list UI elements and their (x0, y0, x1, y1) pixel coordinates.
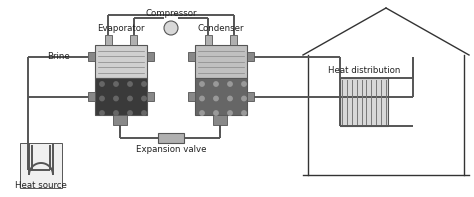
Circle shape (114, 111, 118, 115)
Bar (205, 35, 212, 45)
Circle shape (142, 96, 146, 101)
Bar (113, 115, 127, 125)
Text: Heat distribution: Heat distribution (328, 66, 400, 75)
Circle shape (242, 96, 246, 101)
Text: Evaporator: Evaporator (97, 24, 145, 33)
Bar (95, 45, 147, 78)
Circle shape (114, 82, 118, 86)
Circle shape (214, 96, 218, 101)
Bar (230, 35, 237, 45)
Circle shape (128, 96, 132, 101)
Bar (247, 92, 254, 101)
Circle shape (200, 111, 204, 115)
Circle shape (200, 82, 204, 86)
Circle shape (100, 96, 104, 101)
Bar (158, 133, 184, 143)
Bar (147, 92, 154, 101)
Circle shape (214, 82, 218, 86)
Circle shape (228, 96, 232, 101)
Circle shape (242, 111, 246, 115)
Text: Compressor: Compressor (145, 9, 197, 18)
Text: Condenser: Condenser (198, 24, 244, 33)
Text: Brine: Brine (47, 52, 70, 61)
Circle shape (200, 96, 204, 101)
Bar (188, 52, 195, 61)
Circle shape (128, 111, 132, 115)
Bar (88, 92, 95, 101)
Circle shape (142, 111, 146, 115)
Circle shape (142, 82, 146, 86)
Bar (88, 52, 95, 61)
Bar (95, 78, 147, 115)
Circle shape (214, 111, 218, 115)
Bar (20, 143, 62, 188)
Circle shape (128, 82, 132, 86)
Bar (130, 35, 137, 45)
Bar (247, 52, 254, 61)
Circle shape (228, 82, 232, 86)
Text: Expansion valve: Expansion valve (136, 145, 206, 154)
Bar (105, 35, 112, 45)
Bar (147, 52, 154, 61)
Circle shape (100, 82, 104, 86)
Circle shape (228, 111, 232, 115)
Text: Heat source: Heat source (15, 181, 67, 190)
Circle shape (100, 111, 104, 115)
Bar (195, 45, 247, 78)
Bar (340, 78, 388, 126)
Bar (195, 78, 247, 115)
Bar (188, 92, 195, 101)
Circle shape (242, 82, 246, 86)
Bar (213, 115, 227, 125)
Circle shape (114, 96, 118, 101)
Circle shape (164, 21, 178, 35)
